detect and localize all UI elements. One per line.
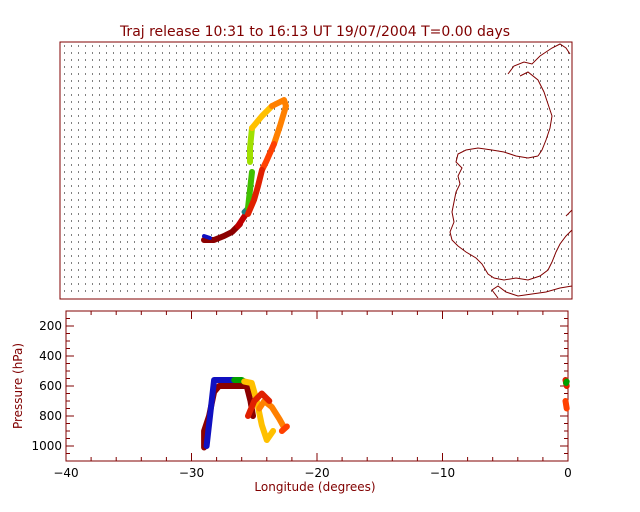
map-trajectory bbox=[201, 97, 289, 243]
traj-segment-yellow bbox=[249, 103, 275, 131]
profile-series-3 bbox=[241, 378, 277, 443]
x-axis-label: Longitude (degrees) bbox=[254, 480, 375, 494]
profile-series-4 bbox=[256, 398, 288, 431]
coastline-iberia bbox=[449, 147, 573, 281]
coastline bbox=[449, 43, 573, 299]
traj-segment-red-2 bbox=[245, 167, 265, 217]
y-tick-label: 800 bbox=[39, 409, 62, 423]
y-tick-label: 1000 bbox=[31, 439, 62, 453]
traj-segment-green bbox=[245, 169, 255, 211]
y-tick-label: 200 bbox=[39, 319, 62, 333]
x-tick-label: −30 bbox=[179, 466, 204, 480]
x-tick-label: −40 bbox=[53, 466, 78, 480]
grid-dots bbox=[64, 45, 569, 292]
y-tick-label: 600 bbox=[39, 379, 62, 393]
coastline-mediterranean bbox=[565, 209, 573, 217]
traj-segment-dark-red bbox=[201, 221, 243, 243]
profile-series-5 bbox=[245, 390, 273, 419]
traj-segment-orange-red bbox=[259, 141, 277, 173]
y-tick-label: 400 bbox=[39, 349, 62, 363]
profile-series-9 bbox=[563, 378, 570, 386]
profile-lines bbox=[201, 377, 570, 451]
traj-segment-blue-tip bbox=[202, 234, 212, 240]
coastline-africa bbox=[491, 285, 573, 299]
map-grid bbox=[64, 45, 569, 292]
x-tick-label: −20 bbox=[304, 466, 329, 480]
traj-segment-orange bbox=[269, 97, 289, 147]
coastline-france bbox=[507, 43, 571, 157]
profile-series-1 bbox=[203, 377, 238, 449]
profile-series-6 bbox=[278, 423, 290, 434]
y-axis-label: Pressure (hPa) bbox=[11, 343, 25, 429]
x-tick-label: −10 bbox=[430, 466, 455, 480]
profile-frame bbox=[65, 310, 569, 462]
map-title: Traj release 10:31 to 16:13 UT 19/07/200… bbox=[119, 24, 510, 40]
x-tick-label: 0 bbox=[564, 466, 572, 480]
map-frame bbox=[59, 41, 573, 300]
profile-series-8 bbox=[562, 398, 570, 412]
traj-segment-lime bbox=[247, 125, 255, 165]
profile-ticks: −40 −30 −20 −10 0 200 400 600 800 1000 bbox=[31, 310, 572, 480]
